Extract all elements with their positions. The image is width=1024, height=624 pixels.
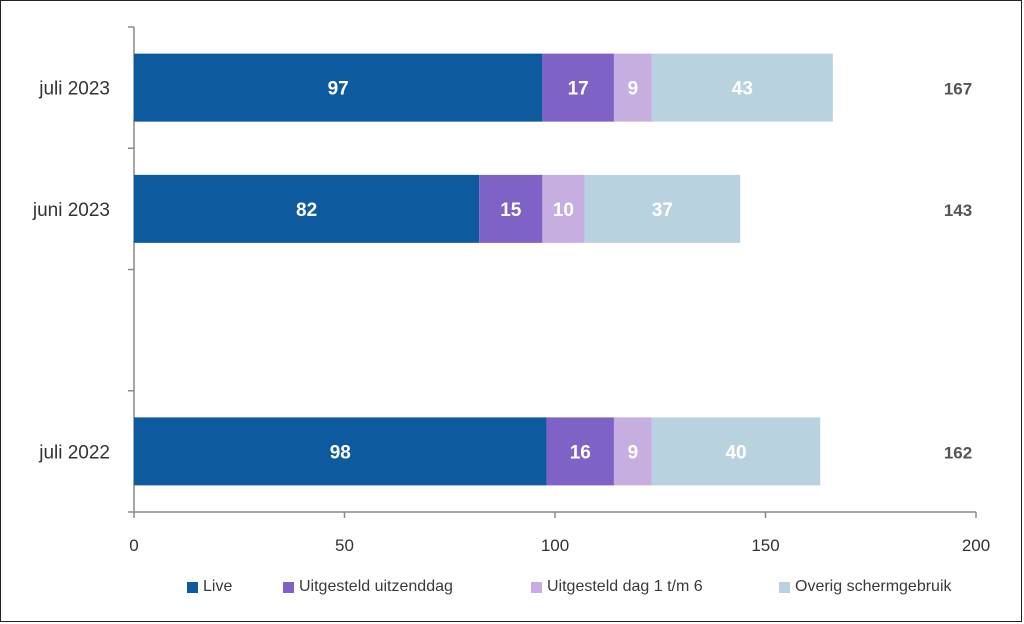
bar-value-label: 10 <box>553 200 574 221</box>
bar-total-label: 167 <box>944 80 972 99</box>
y-category-label: juli 2023 <box>38 79 110 100</box>
bar-value-label: 97 <box>328 79 349 100</box>
x-tick-label: 0 <box>129 536 138 555</box>
bar-total-label: 162 <box>944 443 972 462</box>
legend-label-uitgesteld-uitzenddag: Uitgesteld uitzenddag <box>299 578 453 595</box>
bar-segment <box>479 174 543 243</box>
bar-segment <box>613 53 652 122</box>
bar-segment <box>134 174 480 243</box>
y-category-label: juni 2023 <box>32 200 110 221</box>
legend-item-live: Live <box>187 573 232 601</box>
bar-value-label: 9 <box>628 79 639 100</box>
legend-swatch-uitgesteld-dag-1-6 <box>531 581 542 593</box>
bar-segment <box>134 417 547 486</box>
x-tick-label: 150 <box>751 536 779 555</box>
bar-value-label: 40 <box>725 442 746 463</box>
bar-total-label: 143 <box>944 201 972 220</box>
legend-item-uitgesteld-dag-1-6: Uitgesteld dag 1 t/m 6 <box>531 573 703 601</box>
x-tick-label: 200 <box>962 536 990 555</box>
bar-segment <box>542 53 614 122</box>
bar-value-label: 98 <box>330 442 351 463</box>
legend-swatch-overig-schermgebruik <box>779 581 790 593</box>
bar-value-label: 16 <box>570 442 591 463</box>
chart-legend: Live Uitgesteld uitzenddag Uitgesteld da… <box>0 573 1024 601</box>
legend-swatch-uitgesteld-uitzenddag <box>283 581 294 593</box>
bar-segment <box>613 417 652 486</box>
legend-item-uitgesteld-uitzenddag: Uitgesteld uitzenddag <box>283 573 453 601</box>
bar-segment <box>651 417 821 486</box>
bar-value-label: 15 <box>500 200 522 221</box>
bar-segment <box>651 53 833 122</box>
y-category-label: juli 2022 <box>38 442 110 463</box>
legend-swatch-live <box>187 581 198 593</box>
x-tick-label: 100 <box>541 536 569 555</box>
bar-value-label: 82 <box>296 200 317 221</box>
bar-value-label: 37 <box>652 200 673 221</box>
legend-label-live: Live <box>203 578 233 595</box>
bar-segment <box>542 174 585 243</box>
bar-value-label: 17 <box>568 79 589 100</box>
bar-segment <box>134 53 543 122</box>
bar-segment <box>546 417 614 486</box>
legend-label-overig-schermgebruik: Overig schermgebruik <box>795 578 952 595</box>
bar-segment <box>584 174 741 243</box>
x-tick-label: 50 <box>335 536 354 555</box>
bar-value-label: 43 <box>732 79 753 100</box>
legend-label-uitgesteld-dag-1-6: Uitgesteld dag 1 t/m 6 <box>547 578 703 595</box>
legend-item-overig-schermgebruik: Overig schermgebruik <box>779 573 952 601</box>
bar-value-label: 9 <box>628 442 639 463</box>
